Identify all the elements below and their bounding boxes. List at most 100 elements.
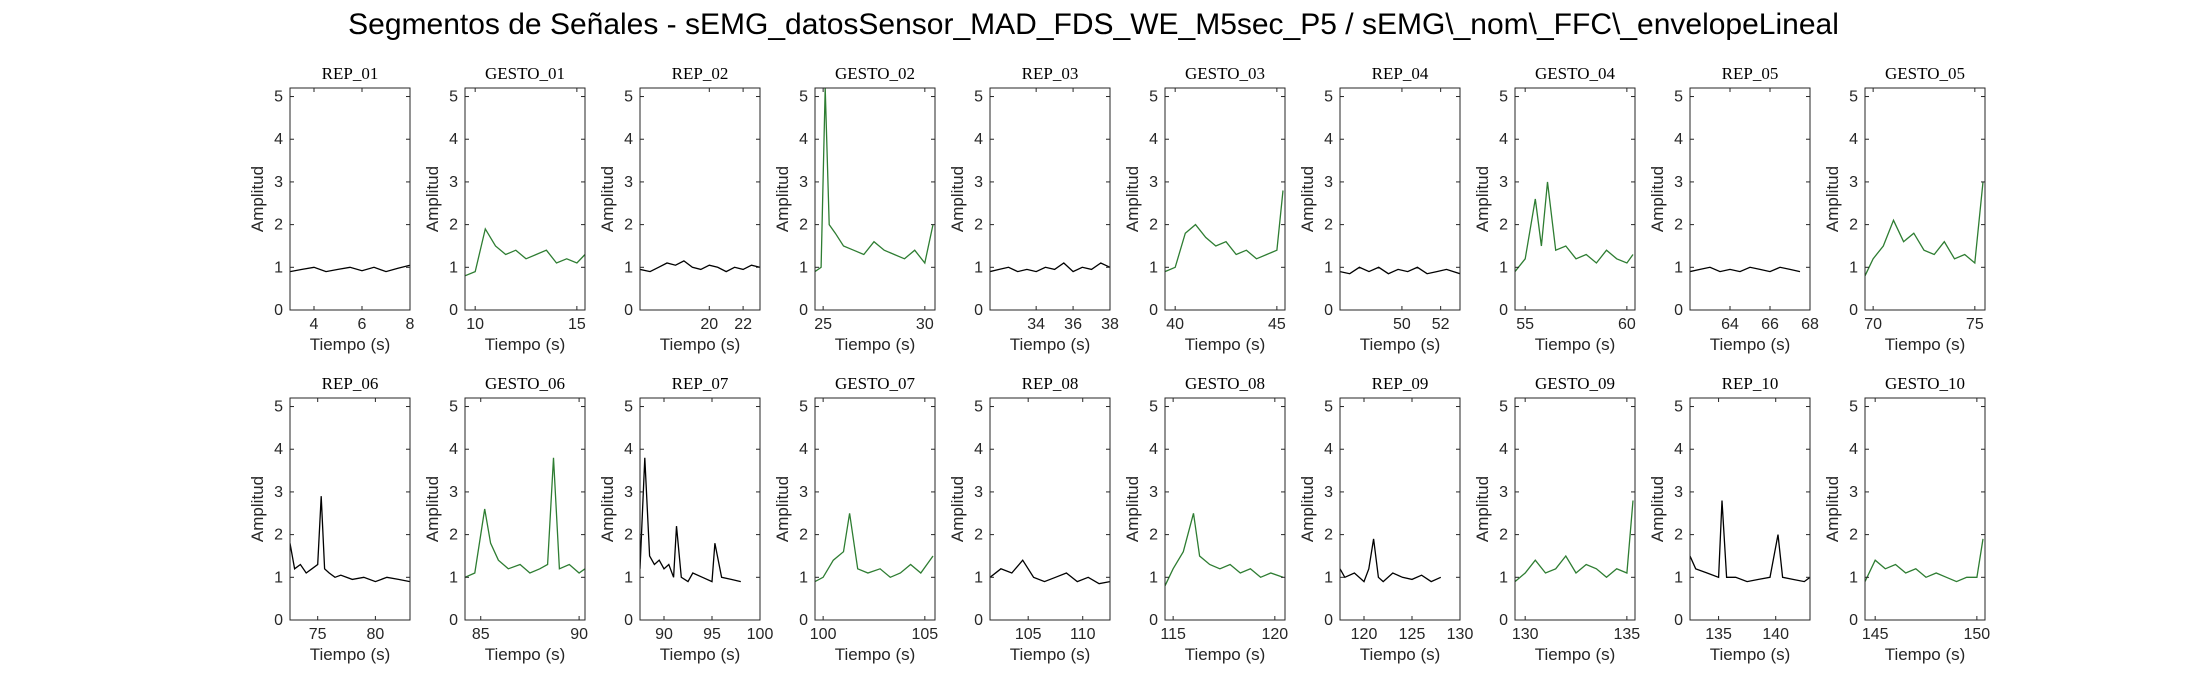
- axes-box: [1339, 87, 1461, 311]
- axes-box: [1514, 397, 1636, 621]
- series-line: [1865, 538, 1984, 583]
- x-tick-label: 66: [1761, 316, 1779, 333]
- y-tick-label: 0: [449, 302, 458, 319]
- y-axis-label: Amplitud: [248, 166, 267, 232]
- x-tick-label: 10: [466, 316, 484, 333]
- y-tick-label: 1: [799, 569, 808, 586]
- y-tick-label: 0: [449, 612, 458, 629]
- x-axis-label: Tiempo (s): [1360, 645, 1441, 664]
- subplot-title: GESTO_03: [1185, 64, 1265, 83]
- y-tick-label: 3: [1674, 484, 1683, 501]
- y-tick-label: 1: [624, 569, 633, 586]
- y-tick-label: 4: [624, 131, 633, 148]
- y-tick-label: 4: [449, 441, 458, 458]
- subplot-title: REP_06: [322, 374, 379, 393]
- axes-box: [1164, 397, 1286, 621]
- x-tick-label: 38: [1101, 316, 1119, 333]
- y-tick-label: 2: [1849, 527, 1858, 544]
- subplot: 0 1 2 3 4 5 85 90 GESTO_06 Tiempo (s) Amplitud: [423, 374, 588, 664]
- x-tick-label: 130: [1512, 626, 1539, 643]
- y-axis-label: Amplitud: [773, 166, 792, 232]
- x-tick-label: 90: [655, 626, 673, 643]
- y-tick-label: 2: [449, 217, 458, 234]
- y-tick-label: 5: [799, 399, 808, 416]
- y-tick-label: 5: [449, 399, 458, 416]
- x-tick-label: 130: [1447, 626, 1474, 643]
- x-axis-label: Tiempo (s): [1710, 335, 1791, 354]
- x-axis-label: Tiempo (s): [835, 335, 916, 354]
- y-axis-label: Amplitud: [1123, 476, 1142, 542]
- y-tick-label: 0: [1674, 302, 1683, 319]
- y-tick-label: 3: [1324, 174, 1333, 191]
- y-tick-label: 4: [1674, 441, 1683, 458]
- y-tick-label: 3: [1849, 174, 1858, 191]
- x-axis-label: Tiempo (s): [660, 645, 741, 664]
- subplot-title: REP_08: [1022, 374, 1079, 393]
- x-axis-label: Tiempo (s): [1360, 335, 1441, 354]
- axes-box: [989, 397, 1111, 621]
- y-tick-label: 5: [1149, 399, 1158, 416]
- subplot-title: REP_05: [1722, 64, 1779, 83]
- x-tick-label: 50: [1393, 316, 1411, 333]
- series-line: [640, 260, 760, 273]
- y-tick-label: 0: [1674, 612, 1683, 629]
- x-tick-label: 15: [568, 316, 586, 333]
- x-tick-label: 75: [1966, 316, 1984, 333]
- y-tick-label: 5: [1849, 89, 1858, 106]
- x-tick-label: 25: [814, 316, 832, 333]
- subplot: 0 1 2 3 4 5 105 110 REP_08 Tiempo (s) Amplitud: [948, 374, 1111, 664]
- x-tick-label: 120: [1351, 626, 1378, 643]
- axes-box: [464, 87, 586, 311]
- x-tick-label: 64: [1721, 316, 1739, 333]
- y-tick-label: 0: [1149, 302, 1158, 319]
- y-tick-label: 2: [449, 527, 458, 544]
- subplot: 0 1 2 3 4 5 25 30 GESTO_02 Tiempo (s) Amplitud: [773, 64, 936, 354]
- axes-box: [639, 397, 761, 621]
- y-tick-label: 5: [799, 89, 808, 106]
- y-tick-label: 4: [1674, 131, 1683, 148]
- x-axis-label: Tiempo (s): [1010, 335, 1091, 354]
- x-tick-label: 85: [472, 626, 490, 643]
- y-tick-label: 4: [1149, 131, 1158, 148]
- x-tick-label: 40: [1166, 316, 1184, 333]
- x-tick-label: 125: [1399, 626, 1426, 643]
- y-axis-label: Amplitud: [423, 476, 442, 542]
- y-tick-label: 3: [799, 174, 808, 191]
- subplot-title: REP_07: [672, 374, 729, 393]
- x-tick-label: 140: [1762, 626, 1789, 643]
- y-tick-label: 2: [1499, 527, 1508, 544]
- y-tick-label: 3: [449, 484, 458, 501]
- x-axis-label: Tiempo (s): [1535, 645, 1616, 664]
- series-line: [990, 262, 1110, 273]
- axes-box: [989, 87, 1111, 311]
- series-line: [1690, 500, 1810, 583]
- x-axis-label: Tiempo (s): [1710, 645, 1791, 664]
- subplot: 0 1 2 3 4 5 64 66 68 REP_05 Tiempo (s) Amplitud: [1648, 64, 1819, 354]
- subplot: 0 1 2 3 4 5 20 22 REP_02 Tiempo (s) Amplitud: [598, 64, 761, 354]
- series-line: [640, 457, 741, 583]
- axes-box: [464, 397, 586, 621]
- x-tick-label: 145: [1862, 626, 1889, 643]
- y-tick-label: 3: [1849, 484, 1858, 501]
- x-axis-label: Tiempo (s): [660, 335, 741, 354]
- y-tick-label: 3: [799, 484, 808, 501]
- x-tick-label: 52: [1432, 316, 1450, 333]
- subplot-title: REP_09: [1372, 374, 1429, 393]
- y-tick-label: 4: [1499, 131, 1508, 148]
- y-tick-label: 3: [624, 174, 633, 191]
- y-tick-label: 0: [1499, 612, 1508, 629]
- y-tick-label: 2: [1324, 527, 1333, 544]
- x-tick-label: 45: [1268, 316, 1286, 333]
- y-tick-label: 4: [1499, 441, 1508, 458]
- x-axis-label: Tiempo (s): [1885, 335, 1966, 354]
- x-axis-label: Tiempo (s): [485, 335, 566, 354]
- subplot: 0 1 2 3 4 5 70 75 GESTO_05 Tiempo (s) Amplitud: [1823, 64, 1986, 354]
- series-line: [1515, 181, 1634, 273]
- y-tick-label: 3: [624, 484, 633, 501]
- y-tick-label: 2: [1674, 217, 1683, 234]
- y-tick-label: 4: [1849, 131, 1858, 148]
- subplot: 0 1 2 3 4 5 75 80 REP_06 Tiempo (s) Amplitud: [248, 374, 411, 664]
- subplot: 0 1 2 3 4 5 145 150 GESTO_10 Tiempo (s) Amplitud: [1823, 374, 1990, 664]
- subplot-title: REP_10: [1722, 374, 1779, 393]
